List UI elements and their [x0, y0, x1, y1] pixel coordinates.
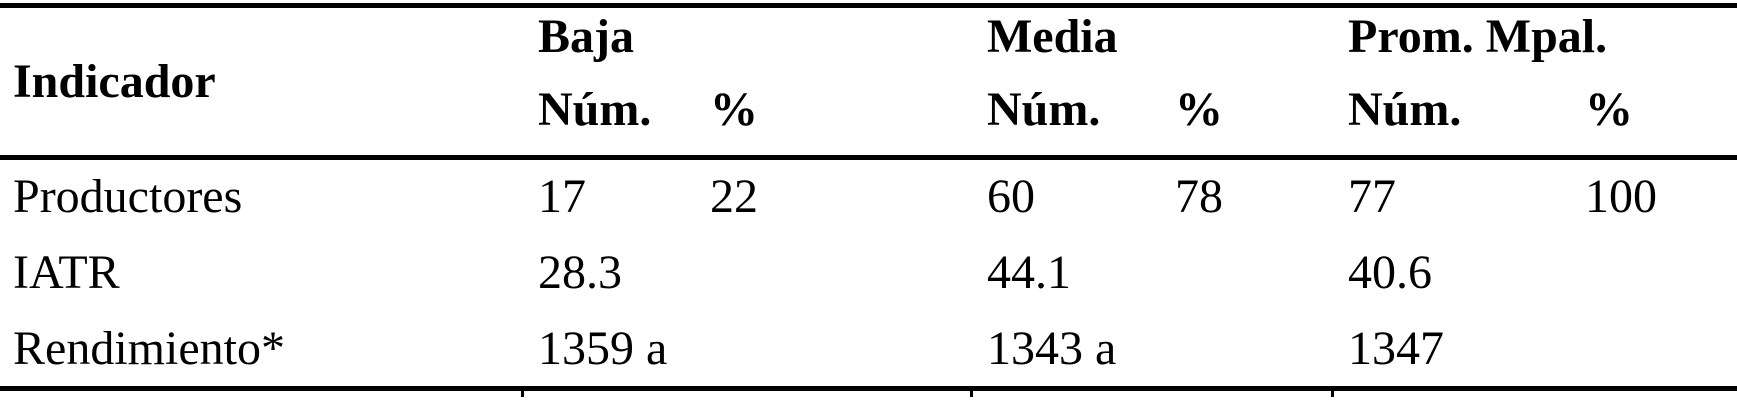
subheader-num-media: Núm.	[987, 83, 1101, 137]
table-row-iatr: IATR 28.3 44.1 40.6	[0, 235, 1737, 312]
subheader-pct-baja: %	[710, 83, 758, 137]
group-header-media: Media	[987, 9, 1118, 63]
cell-baja-pct	[695, 312, 972, 389]
cell-prom-num: 1347	[1348, 321, 1445, 375]
subheader-pct-media: %	[1175, 83, 1223, 137]
subheader-pct-prom: %	[1585, 83, 1634, 137]
cell-media-pct	[1160, 312, 1333, 389]
row-label: Productores	[13, 170, 243, 224]
cell-baja-num: 28.3	[538, 246, 622, 299]
column-boundary-tick	[1331, 390, 1334, 397]
subheader-row: Núm. % Núm. % Núm. %	[0, 66, 1737, 158]
table-row-productores: Productores 17 22 60 78 77 100	[0, 158, 1737, 235]
group-header-prom-mpal: Prom. Mpal.	[1348, 9, 1608, 63]
cell-prom-num: 40.6	[1348, 246, 1433, 299]
cell-prom-num: 77	[1348, 170, 1397, 224]
row-label: IATR	[13, 246, 120, 299]
cell-baja-num: 17	[538, 170, 586, 224]
cell-media-num: 44.1	[987, 246, 1071, 299]
group-header-baja: Baja	[538, 9, 634, 63]
cell-baja-pct: 22	[710, 170, 758, 224]
subheader-num-prom: Núm.	[1348, 83, 1462, 137]
cell-prom-pct	[1570, 312, 1737, 389]
cell-media-num: 60	[987, 170, 1035, 224]
cell-media-pct	[1160, 235, 1333, 312]
column-header-indicador: Indicador	[13, 54, 216, 108]
table-row-rendimiento: Rendimiento* 1359 a 1343 a 1347	[0, 312, 1737, 389]
column-boundary-tick	[521, 390, 524, 397]
row-label: Rendimiento*	[13, 321, 285, 375]
cell-prom-pct	[1570, 235, 1737, 312]
cell-prom-pct: 100	[1585, 170, 1658, 224]
cell-baja-pct	[695, 235, 972, 312]
cell-media-pct: 78	[1175, 170, 1223, 224]
cell-baja-num: 1359 a	[538, 321, 668, 375]
column-boundary-tick	[970, 390, 973, 397]
subheader-num-baja: Núm.	[538, 83, 652, 137]
cell-media-num: 1343 a	[987, 321, 1117, 375]
indicators-table: Indicador Baja Media Prom. Mpal. Núm. % …	[0, 3, 1737, 391]
group-header-row: Indicador Baja Media Prom. Mpal.	[0, 6, 1737, 105]
